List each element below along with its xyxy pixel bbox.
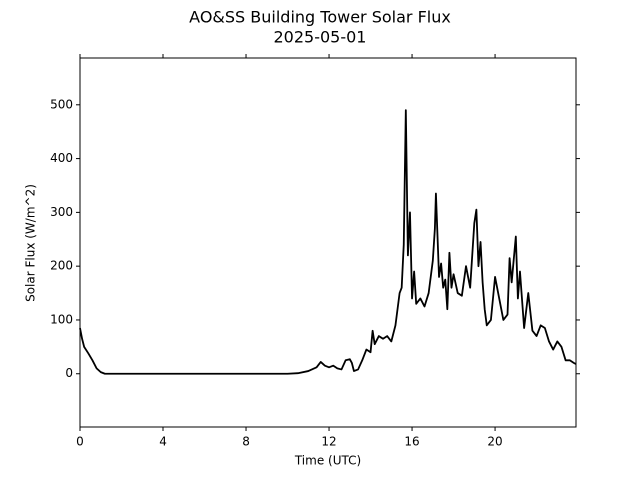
data-line <box>79 109 577 375</box>
chart-subtitle: 2025-05-01 <box>274 28 367 47</box>
y-axis-label: Solar Flux (W/m^2) <box>24 184 38 302</box>
x-tick-label: 16 <box>404 435 419 449</box>
y-tick-label: 0 <box>65 366 73 380</box>
x-tick-label: 0 <box>76 435 84 449</box>
x-tick-label: 4 <box>159 435 167 449</box>
axes-frame <box>79 57 577 428</box>
chart-title: AO&SS Building Tower Solar Flux <box>189 8 451 27</box>
y-tick-label: 400 <box>50 151 73 165</box>
x-tick-label: 20 <box>487 435 502 449</box>
y-tick-label: 200 <box>50 259 73 273</box>
y-tick-label: 100 <box>50 312 73 326</box>
y-tick-label: 300 <box>50 205 73 219</box>
plot-area <box>79 109 577 375</box>
x-axis-label: Time (UTC) <box>294 454 361 468</box>
x-tick-label: 8 <box>242 435 250 449</box>
x-tick-label: 12 <box>321 435 336 449</box>
y-tick-label: 500 <box>50 97 73 111</box>
